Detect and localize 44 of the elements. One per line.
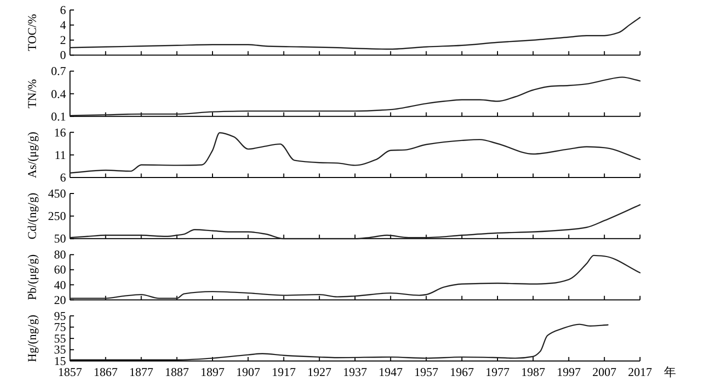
x-tick-label: 2017 bbox=[628, 365, 652, 379]
y-axis-title: TOC/% bbox=[25, 14, 39, 52]
x-tick-label: 1997 bbox=[556, 365, 581, 379]
y-tick-label: 2 bbox=[60, 33, 66, 48]
x-tick-label: 2007 bbox=[592, 365, 616, 379]
x-tick-label: 1877 bbox=[129, 365, 154, 379]
y-axis-title: Pb/(μg/g) bbox=[25, 254, 39, 300]
x-tick-label: 1967 bbox=[450, 365, 474, 379]
y-axis-title: Cd/(ng/g) bbox=[25, 192, 39, 240]
y-tick-label: 450 bbox=[48, 186, 66, 200]
x-tick-label: 1957 bbox=[414, 365, 438, 379]
y-tick-label: 6 bbox=[60, 170, 66, 184]
y-tick-label: 0.7 bbox=[51, 64, 66, 78]
x-tick-label: 1927 bbox=[307, 365, 332, 379]
x-axis-title: 年 bbox=[664, 365, 676, 379]
y-tick-label: 16 bbox=[54, 125, 66, 140]
x-tick-label: 1947 bbox=[378, 365, 403, 379]
x-tick-label: 1977 bbox=[486, 365, 510, 379]
x-tick-label: 1857 bbox=[58, 365, 82, 379]
x-tick-label: 1937 bbox=[343, 365, 367, 379]
x-tick-label: 1887 bbox=[164, 365, 189, 379]
y-tick-label: 0.4 bbox=[51, 86, 66, 101]
y-tick-label: 0.1 bbox=[51, 109, 66, 124]
x-tick-label: 1917 bbox=[272, 365, 296, 379]
y-tick-label: 250 bbox=[48, 209, 66, 224]
y-tick-label: 6 bbox=[60, 3, 66, 17]
y-axis-title: TN/% bbox=[25, 79, 39, 108]
y-tick-label: 4 bbox=[60, 18, 66, 32]
y-axis-title: As/(μg/g) bbox=[25, 132, 39, 178]
y-tick-label: 50 bbox=[54, 232, 66, 246]
y-tick-label: 20 bbox=[54, 292, 66, 307]
y-axis-title: Hg/(ng/g) bbox=[25, 314, 39, 362]
x-tick-label: 1907 bbox=[236, 365, 260, 379]
y-tick-label: 95 bbox=[54, 308, 66, 323]
y-tick-label: 40 bbox=[54, 278, 66, 292]
x-tick-label: 1897 bbox=[200, 365, 224, 379]
y-tick-label: 0 bbox=[60, 48, 66, 62]
y-tick-label: 60 bbox=[54, 262, 66, 277]
y-tick-label: 80 bbox=[54, 248, 66, 262]
x-tick-label: 1867 bbox=[94, 365, 118, 379]
y-tick-label: 35 bbox=[54, 342, 66, 357]
y-tick-label: 11 bbox=[54, 148, 66, 162]
y-tick-label: 15 bbox=[54, 354, 66, 368]
x-tick-label: 1987 bbox=[521, 365, 546, 379]
